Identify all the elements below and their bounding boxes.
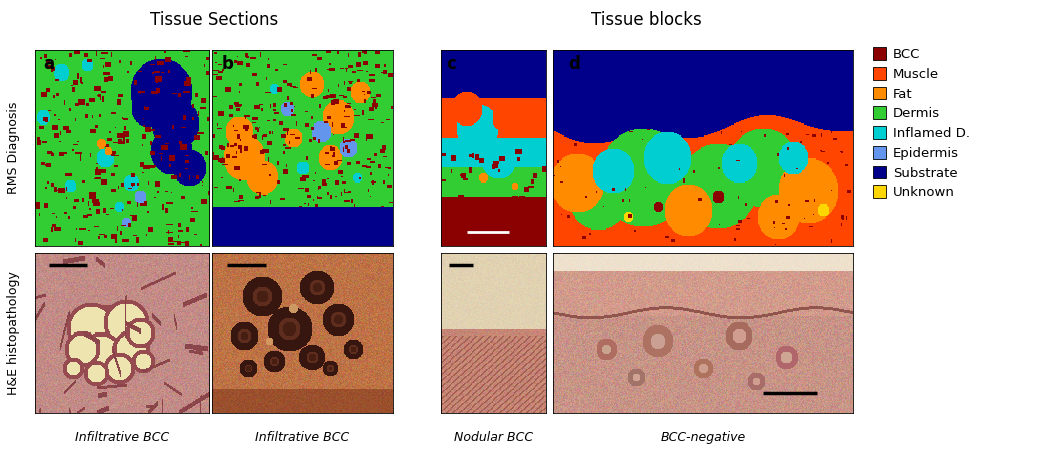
Text: RMS Diagnosis: RMS Diagnosis bbox=[7, 101, 20, 194]
Text: Tissue blocks: Tissue blocks bbox=[591, 11, 702, 29]
Text: Nodular BCC: Nodular BCC bbox=[454, 431, 533, 444]
Text: BCC-negative: BCC-negative bbox=[660, 431, 746, 444]
Text: Tissue Sections: Tissue Sections bbox=[149, 11, 278, 29]
Text: b: b bbox=[222, 55, 233, 74]
Text: d: d bbox=[568, 55, 581, 74]
Text: c: c bbox=[446, 55, 456, 74]
Legend: BCC, Muscle, Fat, Dermis, Inflamed D., Epidermis, Substrate, Unknown: BCC, Muscle, Fat, Dermis, Inflamed D., E… bbox=[873, 47, 969, 199]
Text: Infiltrative BCC: Infiltrative BCC bbox=[75, 431, 169, 444]
Text: H&E histopathology: H&E histopathology bbox=[7, 271, 20, 395]
Text: Infiltrative BCC: Infiltrative BCC bbox=[255, 431, 350, 444]
Text: a: a bbox=[43, 55, 55, 74]
